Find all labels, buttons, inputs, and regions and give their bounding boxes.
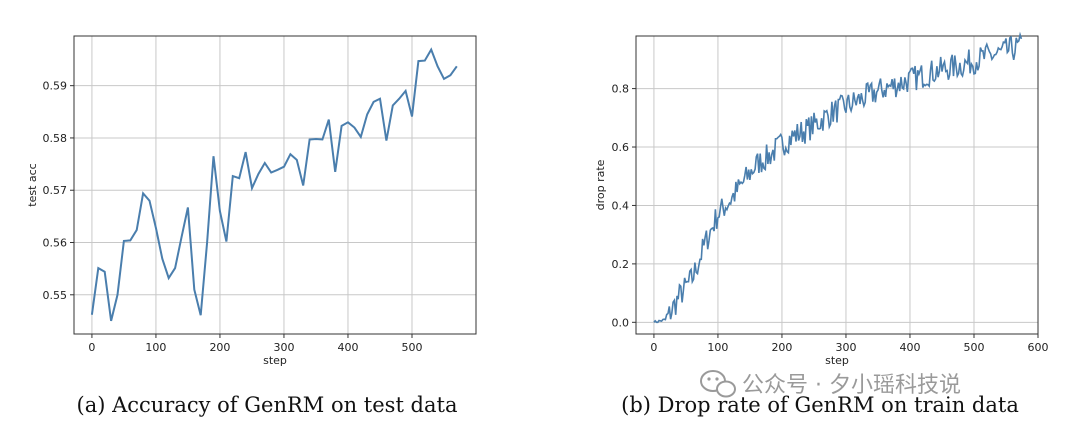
chart-a-x-tick-label: 500 [401, 341, 422, 354]
chart-a-x-tick-label: 100 [145, 341, 166, 354]
chart-b-xlabel: step [825, 354, 849, 367]
chart-b-caption: (b) Drop rate of GenRM on train data [621, 393, 1019, 417]
chart-a-xlabel: step [263, 354, 287, 367]
chart-a-ylabel: test acc [26, 163, 39, 206]
chart-b-y-tick-label: 0.8 [612, 83, 630, 96]
chart-b-y-ticks: 0.0 0.2 0.4 0.6 0.8 [612, 83, 636, 329]
chart-b-frame [635, 35, 1039, 335]
chart-b-x-tick-label: 0 [650, 341, 657, 354]
chart-a-x-tick-label: 0 [88, 341, 95, 354]
chart-b-x-tick-label: 200 [771, 341, 792, 354]
chart-a-y-tick-label: 0.55 [43, 289, 68, 302]
chart-a-y-tick-label: 0.58 [43, 132, 68, 145]
chart-a-series-line [90, 47, 458, 322]
chart-a-grid [74, 36, 476, 334]
chart-b-series-line [653, 31, 1023, 324]
chart-a-x-tick-label: 200 [209, 341, 230, 354]
chart-b-y-tick-label: 0.2 [612, 258, 630, 271]
chart-b-x-ticks: 0 100 200 300 400 500 600 [650, 334, 1049, 354]
chart-a-caption: (a) Accuracy of GenRM on test data [77, 393, 458, 417]
chart-b-y-tick-label: 0.6 [612, 141, 630, 154]
chart-b-x-tick-label: 400 [899, 341, 920, 354]
chart-b-y-tick-label: 0.0 [612, 316, 630, 329]
chart-a-frame [73, 35, 477, 335]
wechat-icon [700, 370, 736, 398]
chart-a-y-tick-label: 0.59 [43, 80, 68, 93]
chart-b-x-tick-label: 600 [1028, 341, 1049, 354]
chart-a-x-tick-label: 400 [337, 341, 358, 354]
chart-a-y-tick-label: 0.56 [43, 237, 68, 250]
chart-a-y-tick-label: 0.57 [43, 184, 68, 197]
watermark: 公众号 · 夕小瑶科技说 [700, 370, 961, 398]
chart-a-x-ticks: 0 100 200 300 400 500 [88, 334, 422, 354]
chart-b: 0 100 200 300 400 500 600 0.0 0.2 0.4 0.6 0.8 step… [594, 31, 1049, 417]
watermark-text: 公众号 · 夕小瑶科技说 [742, 373, 961, 398]
chart-a: 0 100 200 300 400 500 0.55 0.56 0.57 0.58 0.59 st… [26, 35, 477, 417]
chart-b-x-tick-label: 500 [963, 341, 984, 354]
chart-b-y-tick-label: 0.4 [612, 199, 630, 212]
chart-a-y-ticks: 0.55 0.56 0.57 0.58 0.59 [43, 80, 74, 302]
chart-b-x-tick-label: 300 [835, 341, 856, 354]
chart-a-x-tick-label: 300 [273, 341, 294, 354]
chart-b-ylabel: drop rate [594, 159, 607, 210]
chart-b-grid [636, 36, 1039, 334]
chart-b-x-tick-label: 100 [707, 341, 728, 354]
